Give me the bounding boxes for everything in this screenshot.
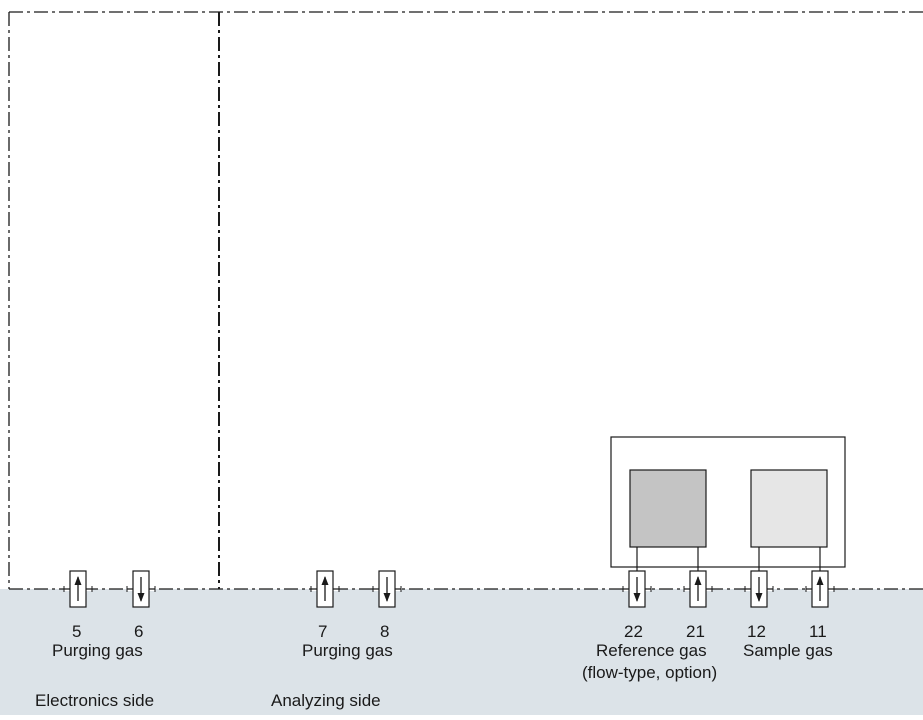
port-number-8: 8 <box>380 622 390 641</box>
gas-port-7 <box>310 570 340 608</box>
port-number-12: 12 <box>747 622 766 641</box>
gas-port-11 <box>805 570 835 608</box>
port-number-22: 22 <box>624 622 643 641</box>
port-number-6: 6 <box>134 622 144 641</box>
port-number-7: 7 <box>318 622 328 641</box>
port-number-11: 11 <box>809 622 827 641</box>
arrow-down-icon <box>383 577 391 602</box>
gas-port-22 <box>622 570 652 608</box>
purging-gas-label-analyzing: Purging gas <box>302 641 393 660</box>
gas-port-21 <box>683 570 713 608</box>
analyzing-side-label: Analyzing side <box>271 691 381 710</box>
base-panel <box>0 589 923 715</box>
reference-gas-label: Reference gas <box>596 641 707 660</box>
arrow-up-icon <box>321 576 329 601</box>
gas-port-8 <box>372 570 402 608</box>
reference-cell <box>629 469 707 548</box>
sample-gas-label: Sample gas <box>743 641 833 660</box>
arrow-down-icon <box>137 577 145 602</box>
gas-port-5 <box>63 570 93 608</box>
arrow-down-icon <box>755 577 763 602</box>
electronics-side-label: Electronics side <box>35 691 155 710</box>
port-number-5: 5 <box>72 622 82 641</box>
reference-gas-note: (flow-type, option) <box>582 663 718 682</box>
ports-layer <box>63 570 835 608</box>
purging-gas-label-electronics: Purging gas <box>52 641 143 660</box>
arrow-up-icon <box>816 576 824 601</box>
arrow-down-icon <box>633 577 641 602</box>
gas-port-12 <box>744 570 774 608</box>
port-number-21: 21 <box>686 622 705 641</box>
arrow-up-icon <box>694 576 702 601</box>
sample-cell <box>750 469 828 548</box>
gas-port-6 <box>126 570 156 608</box>
arrow-up-icon <box>74 576 82 601</box>
